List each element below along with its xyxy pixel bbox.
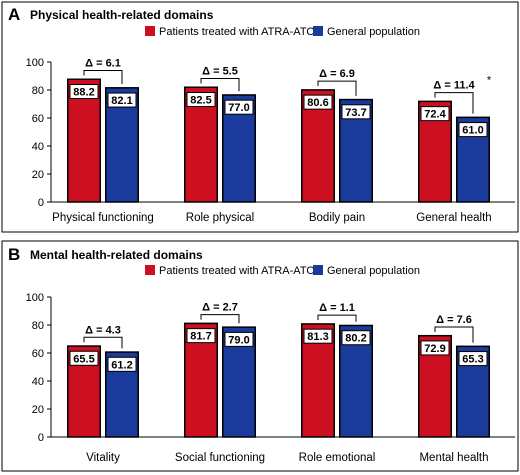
value-label-box	[420, 106, 450, 122]
value-label-box	[303, 328, 333, 344]
panel-frame	[1, 1, 519, 233]
y-tick-label: 0	[38, 197, 44, 209]
value-label: 65.5	[73, 353, 94, 365]
category-label: Mental health	[419, 452, 488, 464]
value-label: 81.3	[307, 331, 328, 343]
value-label-box	[69, 350, 99, 366]
legend: Patients treated with ATRA-ATO General po…	[145, 265, 420, 277]
category-label: Social functioning	[175, 452, 265, 464]
significance-marker: *	[487, 75, 492, 87]
delta-label: Δ = 6.9	[319, 68, 355, 80]
value-label-box	[107, 92, 137, 108]
delta-label: Δ = 5.5	[202, 66, 238, 78]
value-label-box	[186, 328, 216, 344]
value-label: 61.2	[111, 359, 132, 371]
delta-bracket	[317, 80, 357, 96]
panel-letter: A	[8, 5, 20, 24]
value-label: 77.0	[228, 102, 249, 114]
value-label-box	[69, 84, 99, 100]
panel-title: Physical health-related domains	[30, 8, 214, 22]
value-label: 82.5	[190, 95, 211, 107]
panel-a: A Physical health-related domains Patients…	[1, 1, 519, 233]
delta-label: Δ = 4.3	[85, 324, 121, 336]
value-label-box	[107, 356, 137, 372]
delta-bracket	[83, 70, 123, 85]
category-label: Role emotional	[299, 452, 376, 464]
delta-label: Δ = 2.7	[202, 302, 238, 314]
value-label-box	[186, 92, 216, 107]
y-tick-label: 100	[26, 57, 44, 69]
value-label: 81.7	[190, 331, 211, 343]
y-tick-label: 0	[38, 432, 44, 444]
y-tick-label: 40	[32, 376, 44, 388]
value-label: 61.0	[462, 125, 483, 137]
y-tick-label: 40	[32, 141, 44, 153]
category-label: General health	[416, 212, 491, 224]
y-tick-label: 20	[32, 404, 44, 416]
value-label-box	[303, 94, 333, 110]
y-tick-label: 20	[32, 169, 44, 181]
category-label: Physical functioning	[52, 212, 154, 224]
legend-label-atra-ato: Patients treated with ATRA-ATO	[159, 265, 315, 277]
delta-bracket	[434, 92, 474, 114]
delta-label: Δ = 6.1	[85, 58, 121, 70]
delta-label: Δ = 7.6	[436, 314, 472, 326]
category-label: Bodily pain	[309, 212, 365, 224]
delta-bracket	[317, 314, 357, 322]
legend-swatch-general-population	[313, 265, 323, 275]
delta-label: Δ = 1.1	[319, 302, 355, 314]
value-label: 79.0	[228, 334, 249, 346]
bar-atra-ato	[67, 78, 101, 203]
value-label-box	[341, 330, 371, 346]
value-label: 80.2	[345, 333, 366, 345]
y-tick-label: 80	[32, 320, 44, 332]
category-label: Role physical	[186, 212, 254, 224]
legend-swatch-atra-ato	[145, 265, 155, 275]
value-label-box	[224, 99, 254, 115]
value-label: 73.7	[345, 107, 366, 119]
legend-label-general-population: General population	[327, 265, 420, 277]
y-tick-label: 100	[26, 292, 44, 304]
legend-label-atra-ato: Patients treated with ATRA-ATO	[159, 26, 315, 38]
delta-label: Δ = 11.4	[433, 80, 475, 92]
value-label: 88.2	[73, 87, 94, 99]
value-label: 72.4	[424, 109, 446, 121]
delta-bracket	[200, 78, 240, 92]
value-label-box	[458, 351, 488, 367]
value-label: 72.9	[424, 343, 445, 355]
legend-swatch-general-population	[313, 26, 323, 36]
delta-bracket	[200, 314, 240, 324]
y-tick-label: 60	[32, 348, 44, 360]
delta-bracket	[83, 336, 123, 349]
value-label-box	[224, 331, 254, 347]
legend: Patients treated with ATRA-ATO General po…	[145, 26, 420, 38]
legend-swatch-atra-ato	[145, 26, 155, 36]
value-label-box	[458, 122, 488, 138]
panel-letter: B	[8, 245, 20, 264]
y-tick-label: 60	[32, 113, 44, 125]
value-label: 80.6	[307, 97, 328, 109]
value-label: 82.1	[111, 95, 132, 107]
y-tick-label: 80	[32, 85, 44, 97]
panel-title: Mental health-related domains	[30, 248, 203, 262]
delta-bracket	[434, 326, 474, 343]
legend-label-general-population: General population	[327, 26, 420, 38]
panel-b: B Mental health-related domains Patients t…	[1, 240, 519, 472]
value-label-box	[420, 340, 450, 356]
value-label: 65.3	[462, 354, 483, 366]
panel-frame	[1, 240, 519, 472]
category-label: Vitality	[86, 452, 120, 464]
value-label-box	[341, 104, 371, 120]
